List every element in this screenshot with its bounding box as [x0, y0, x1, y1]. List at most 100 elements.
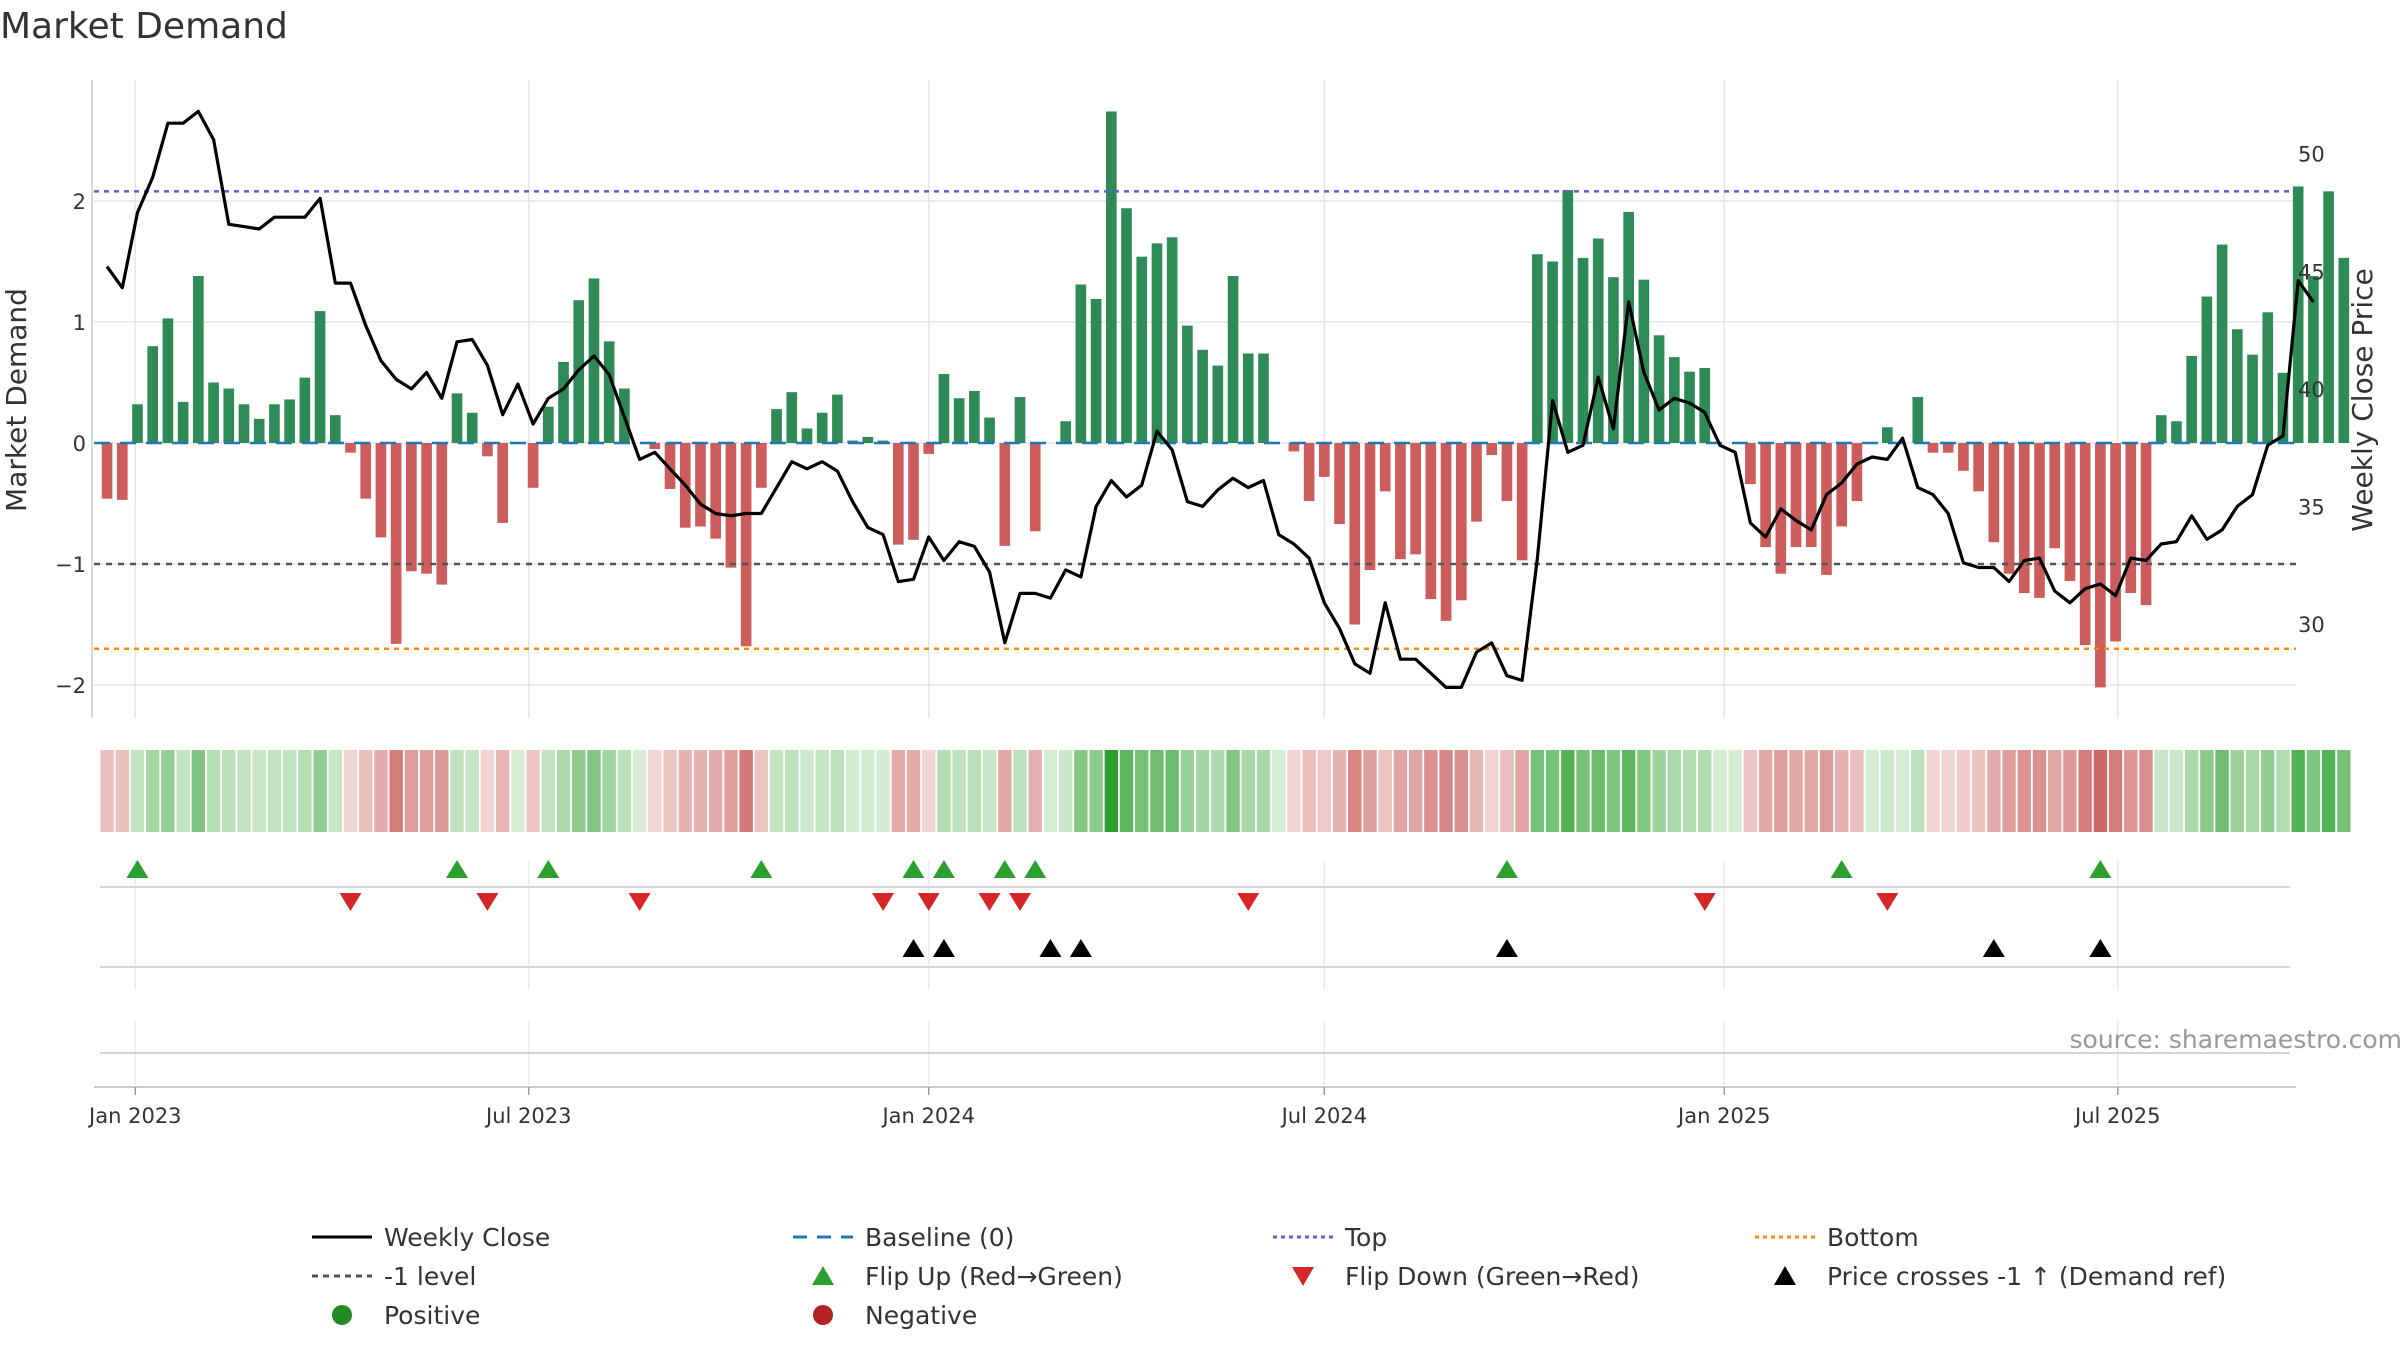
demand-bar-negative: [527, 443, 539, 488]
y2-tick-label: 45: [2298, 260, 2325, 284]
demand-bar-positive: [177, 401, 189, 443]
demand-bar-positive: [1912, 397, 1924, 443]
heat-strip-cell: [1911, 750, 1925, 832]
heat-strip-cell: [2032, 750, 2047, 832]
heat-strip-cell: [800, 750, 814, 832]
heat-strip-cell: [1621, 750, 1636, 832]
demand-bar-negative: [2018, 443, 2030, 594]
heat-strip-cell: [587, 750, 601, 832]
flip-down-marker: [476, 893, 499, 911]
heat-strip-cell: [648, 750, 662, 832]
demand-bar-positive: [329, 415, 341, 443]
heat-strip-cell: [206, 750, 221, 832]
heat-strip-cell: [511, 750, 525, 832]
demand-bar-positive: [2201, 296, 2213, 443]
demand-bar-negative: [1851, 443, 1863, 502]
x-axis: Jan 2023 Jul 2023 Jan 2024 Jul 2024 Jan 2025…: [87, 1086, 2296, 1128]
chart-title: Market Demand: [0, 6, 288, 47]
demand-bar-positive: [801, 428, 813, 443]
heat-strip-cell: [1652, 750, 1666, 832]
legend-item: -1 level: [312, 1262, 476, 1291]
demand-bar-negative: [1288, 443, 1300, 452]
legend-label: -1 level: [384, 1262, 476, 1291]
heat-strip-cell: [815, 750, 829, 832]
heat-strip-cell: [1743, 750, 1758, 832]
heat-strip-cell: [1941, 750, 1955, 832]
demand-bar-positive: [1623, 211, 1634, 443]
grid-layer: [94, 80, 2296, 718]
heat-strip-cell: [1804, 750, 1818, 832]
heat-strip-cell: [1043, 750, 1058, 832]
demand-bar-negative: [1988, 443, 2000, 543]
flip-down-marker: [978, 893, 1001, 911]
demand-bar-negative: [375, 443, 387, 538]
heat-strip-cell: [906, 750, 921, 832]
y-tick-label: −2: [55, 674, 86, 698]
price-cross-marker: [1069, 939, 1092, 957]
demand-bar-negative: [482, 443, 493, 457]
heat-strip-cell: [100, 750, 114, 832]
heat-strip-cell: [785, 750, 799, 832]
heat-strip-cell: [1682, 750, 1697, 832]
heat-strip-cell: [1698, 750, 1712, 832]
heat-strip-cell: [435, 750, 449, 832]
y-tick-label: −1: [55, 553, 86, 577]
demand-bar-positive: [786, 392, 798, 443]
legend-item: Negative: [813, 1301, 977, 1330]
heat-strip-cell: [1530, 750, 1545, 832]
y-axis-label: Market Demand: [0, 288, 33, 512]
heat-strip-cell: [1028, 750, 1042, 832]
legend: Weekly Close Baseline (0) Top Bottom -1 leve…: [312, 1223, 2226, 1330]
heat-strip: [100, 750, 2351, 832]
heat-strip-cell: [891, 750, 905, 832]
heat-strip-cell: [1606, 750, 1621, 832]
legend-item: Baseline (0): [793, 1223, 1014, 1252]
price-cross-marker: [902, 939, 925, 957]
demand-bar-positive: [1151, 243, 1163, 443]
demand-bar-positive: [1882, 427, 1893, 443]
heat-strip-cell: [1789, 750, 1803, 832]
demand-bar-negative: [2003, 443, 2015, 574]
heat-strip-cell: [130, 750, 145, 832]
demand-bar-positive: [451, 393, 463, 443]
demand-bar-positive: [862, 436, 874, 443]
heat-strip-cell: [1713, 750, 1727, 832]
demand-bar-negative: [1471, 443, 1482, 522]
heat-strip-cell: [1256, 750, 1271, 832]
levels-layer: [94, 190, 2296, 650]
demand-bar-positive: [1638, 279, 1650, 443]
flip-up-marker: [126, 860, 149, 878]
flip-up-marker: [1024, 860, 1047, 878]
flip-down-marker: [872, 893, 895, 911]
heat-strip-cell: [1135, 750, 1149, 832]
heat-strip-cell: [2306, 750, 2321, 832]
demand-bar-negative: [1927, 443, 1939, 453]
heat-strip-cell: [282, 750, 297, 832]
demand-bar-positive: [2171, 421, 2182, 443]
heat-strip-cell: [1408, 750, 1423, 832]
heat-strip-cell: [1850, 750, 1864, 832]
x-tick-label: Jan 2023: [87, 1104, 182, 1128]
demand-bar-negative: [2140, 443, 2152, 606]
demand-bar-negative: [999, 443, 1011, 546]
x-tick-label: Jul 2024: [1280, 1104, 1367, 1128]
demand-bar-positive: [314, 311, 326, 443]
demand-bar-positive: [969, 390, 980, 443]
heat-strip-cell: [754, 750, 769, 832]
demand-bar-positive: [466, 412, 478, 443]
demand-bar-negative: [1790, 443, 1802, 548]
demand-bar-negative: [1303, 443, 1315, 502]
demand-bar-negative: [406, 443, 417, 572]
demand-bar-positive: [2338, 257, 2350, 443]
heat-strip-cell: [1439, 750, 1453, 832]
heat-strip-cell: [1348, 750, 1362, 832]
demand-bar-negative: [2049, 443, 2061, 549]
demand-bar-positive: [253, 418, 265, 443]
demand-bar-negative: [1425, 443, 1437, 600]
demand-bar-negative: [116, 443, 128, 500]
heat-strip-cell: [1424, 750, 1438, 832]
heat-strip-cell: [678, 750, 692, 832]
heat-strip-cell: [1378, 750, 1392, 832]
legend-item: Flip Down (Green→Red): [1292, 1262, 1640, 1291]
demand-bar-positive: [238, 404, 250, 443]
